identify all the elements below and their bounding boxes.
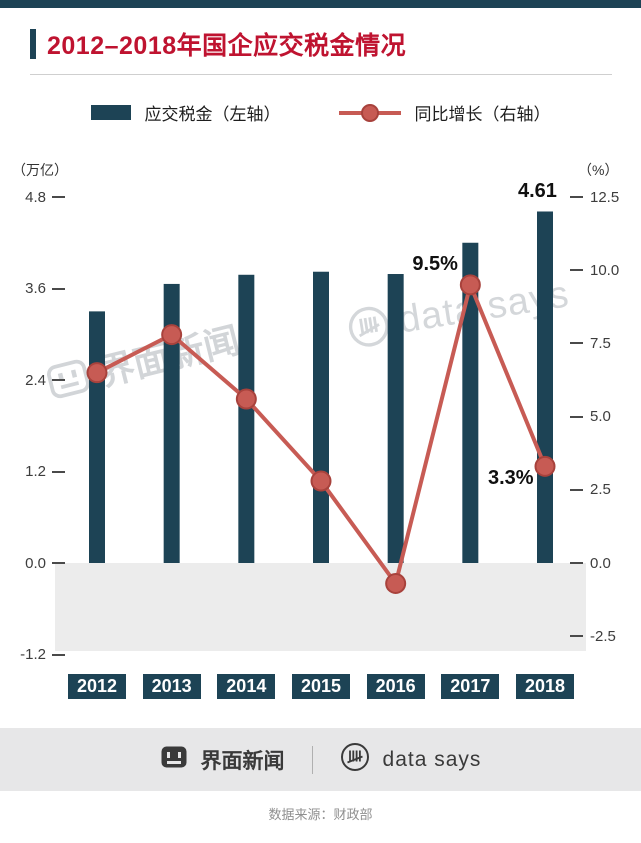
jiemian-watermark: 界面新闻 [42,311,245,409]
growth-marker-2014 [235,388,257,410]
legend-item-line: 同比增长（右轴） [338,100,551,125]
jiemian-logo-icon [160,743,188,776]
footer-divider [311,745,313,774]
right-axis-tick: 2.5 [570,480,611,500]
right-axis-tick: -2.5 [570,626,616,646]
growth-marker-2016 [385,572,407,594]
left-axis-tick: 2.4 [10,370,65,390]
right-axis-tick: 10.0 [570,260,619,280]
tick-mark [570,635,583,638]
title-accent-bar [30,29,36,59]
growth-marker-2013 [161,324,183,346]
tick-mark [570,269,583,272]
legend: 应交税金（左轴） 同比增长（右轴） [0,100,641,125]
datasays-watermark-text: data says [395,273,573,342]
left-axis-tick: 0.0 [10,553,65,573]
left-axis-tick: 3.6 [10,279,65,299]
x-axis-label-2016: 2016 [366,674,425,699]
tick-mark [52,470,65,473]
line-series-swatch [338,103,401,122]
datasays-watermark: data says [345,273,573,350]
left-axis-tick: 4.8 [10,187,65,207]
negative-region [55,563,586,651]
tick-mark [52,196,65,198]
left-axis-unit: （万亿） [12,162,68,178]
x-axis-label-2018: 2018 [516,674,574,699]
jiemian-watermark-text: 界面新闻 [94,319,244,394]
x-axis-label-2017: 2017 [441,674,500,699]
tick-mark [52,287,65,290]
bar-series-label: 应交税金（左轴） [144,105,281,124]
datasays-logo-icon [340,742,370,777]
tick-mark [52,653,65,656]
growth-marker-2015 [310,470,332,492]
left-axis-tick: 1.2 [10,462,65,482]
data-source: 数据来源：财政部 [268,807,373,822]
bar-2013 [163,283,180,563]
right-axis-tick: 5.0 [570,407,611,427]
x-axis-label-2014: 2014 [217,674,276,699]
right-axis-tick: 12.5 [570,187,619,207]
left-axis-tick: -1.2 [10,645,65,665]
annotation-3.3%: 3.3% [488,467,534,490]
right-axis-tick: 7.5 [570,333,611,353]
footer: 界面新闻 data says [0,728,641,791]
tick-mark [570,562,583,564]
legend-item-bar: 应交税金（左轴） [90,100,281,125]
growth-line [96,278,547,589]
bar-2015 [313,271,330,563]
bar-2012 [89,311,105,563]
annotation-9.5%: 9.5% [412,252,458,275]
x-axis-label-2013: 2013 [142,674,201,699]
annotation-4.61: 4.61 [518,180,557,203]
growth-marker-2017 [459,274,481,296]
right-axis-tick: 0.0 [570,553,611,573]
jiemian-watermark-icon [46,359,90,399]
datasays-logo-text: data says [382,747,482,771]
jiemian-logo-text: 界面新闻 [200,749,285,773]
growth-marker-2018 [534,455,556,477]
tick-mark [52,379,65,381]
page-title: 2012–2018年国企应交税金情况 [47,32,407,60]
bar-series-swatch [90,105,131,120]
bar-2017 [462,242,479,563]
title-divider [30,74,612,75]
right-axis-unit: （%） [578,162,619,178]
x-axis-label-2015: 2015 [292,674,350,699]
tick-mark [570,342,583,345]
bar-2014 [238,274,255,563]
top-accent-bar [0,0,641,8]
header: 2012–2018年国企应交税金情况 [30,26,406,62]
growth-marker-2012 [86,362,108,384]
line-marker-icon [360,103,379,122]
bar-2016 [387,274,404,563]
tick-mark [570,415,583,418]
line-series-label: 同比增长（右轴） [414,105,551,124]
bar-2018 [537,211,554,564]
footer-logos: 界面新闻 data says [160,742,482,777]
x-axis-label-2012: 2012 [68,674,126,699]
tick-mark [570,488,583,491]
tick-mark [570,196,583,198]
tick-mark [52,562,65,564]
datasays-watermark-icon [348,306,389,347]
